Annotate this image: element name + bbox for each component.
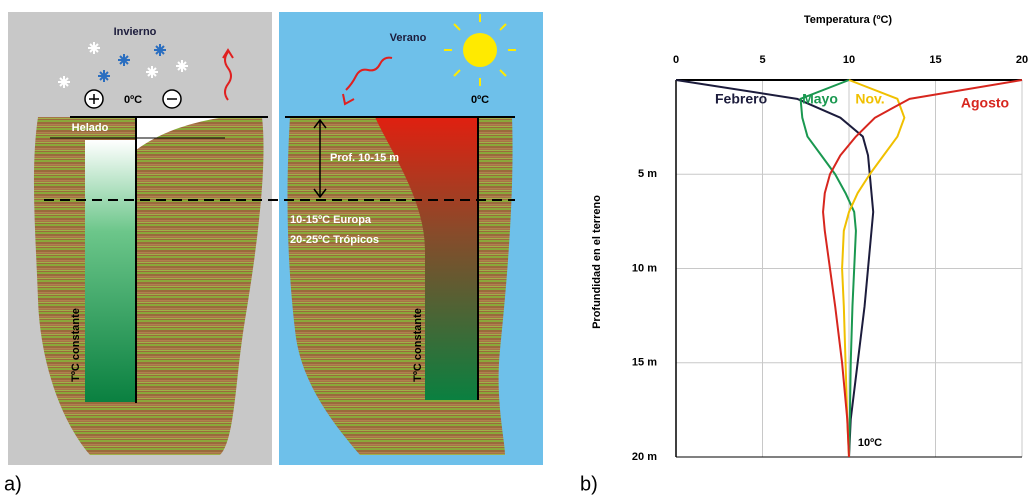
annotation: 10ºC	[858, 437, 882, 449]
y-tick-label: 5 m	[638, 168, 657, 180]
y-tick-label: 10 m	[632, 262, 657, 274]
figure: Invierno 0ºC Helado TºC constante Verano…	[0, 0, 1030, 497]
soil	[34, 117, 264, 455]
panel-label: a)	[4, 473, 22, 495]
legend-label: Febrero	[715, 91, 767, 107]
y-axis-title: Profundidad en el terreno	[591, 195, 603, 329]
x-axis-title: Temperatura (ºC)	[804, 14, 892, 26]
legend-label: Nov.	[855, 91, 884, 107]
constant-zone	[85, 140, 136, 402]
europe-label: 10-15ºC Europa	[290, 214, 372, 226]
x-tick-label: 0	[673, 54, 679, 66]
depth-label: Prof. 10-15 m	[330, 152, 399, 164]
x-tick-label: 10	[843, 54, 855, 66]
legend-label: Agosto	[961, 95, 1009, 111]
legend-label: Mayo	[802, 91, 838, 107]
panel-label: b)	[580, 473, 598, 495]
x-tick-label: 5	[759, 54, 765, 66]
y-tick-label: 20 m	[632, 451, 657, 463]
constant-label: TºC constante	[70, 308, 82, 382]
x-tick-label: 20	[1016, 54, 1028, 66]
constant-label: TºC constante	[412, 308, 424, 382]
zero-label: 0ºC	[124, 94, 142, 106]
x-tick-label: 15	[929, 54, 941, 66]
summer-title: Verano	[390, 32, 427, 44]
chart: 0 5 10 15 20 5 m 10 m 15 m 20 m Febrero Mayo Nov. Ag…	[632, 54, 1028, 463]
zero-label: 0ºC	[471, 94, 489, 106]
tropics-label: 20-25ºC Trópicos	[290, 234, 379, 246]
y-tick-label: 15 m	[632, 357, 657, 369]
frozen-label: Helado	[72, 122, 109, 134]
winter-title: Invierno	[114, 26, 157, 38]
